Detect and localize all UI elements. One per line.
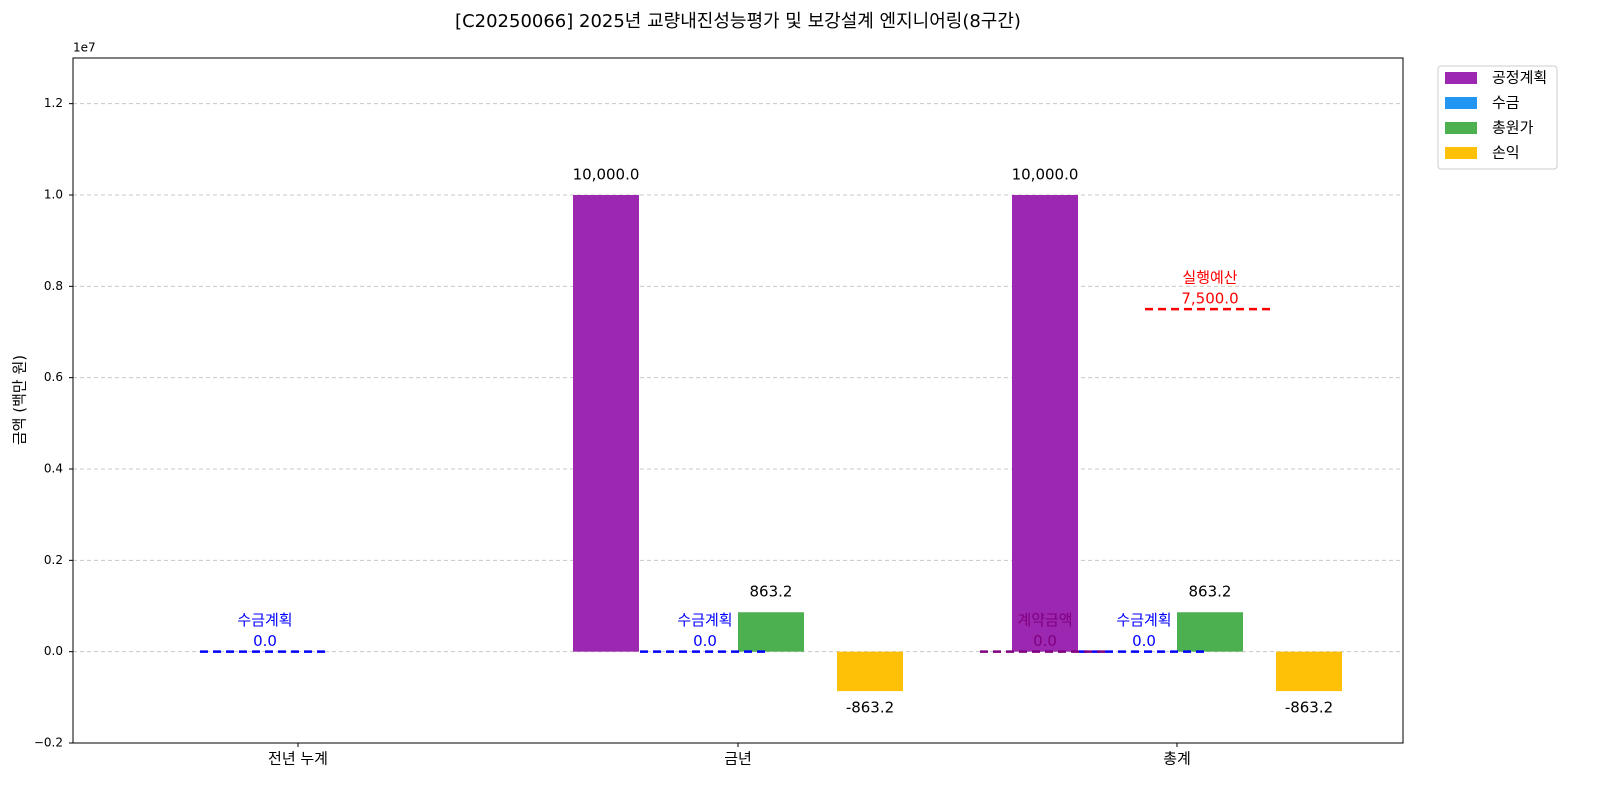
value-label: -863.2 xyxy=(846,699,894,717)
reference-name: 계약금액 xyxy=(1017,611,1072,629)
bar xyxy=(738,612,804,652)
legend-swatch xyxy=(1445,122,1477,134)
x-tick-label: 금년 xyxy=(724,750,752,768)
legend-swatch xyxy=(1445,97,1477,109)
value-label: -863.2 xyxy=(1285,699,1333,717)
bar xyxy=(837,651,903,692)
reference-name: 실행예산 xyxy=(1182,269,1237,287)
value-label: 10,000.0 xyxy=(573,166,640,184)
legend-label: 손익 xyxy=(1492,144,1520,162)
y-tick-label: 1.2 xyxy=(44,96,63,110)
reference-name: 수금계획 xyxy=(237,611,292,629)
y-tick-label: 1.0 xyxy=(44,188,63,202)
reference-name: 수금계획 xyxy=(1116,611,1171,629)
bar xyxy=(573,195,639,652)
y-tick-label: 0.2 xyxy=(44,553,63,567)
bar xyxy=(1276,651,1342,692)
x-tick-label: 총계 xyxy=(1163,750,1191,768)
reference-value: 0.0 xyxy=(1132,632,1156,650)
reference-value: 0.0 xyxy=(253,632,277,650)
y-tick-label: 0.4 xyxy=(44,462,63,476)
plot-frame xyxy=(72,57,1404,744)
y-tick-label: −0.2 xyxy=(34,736,63,750)
reference-value: 7,500.0 xyxy=(1181,290,1238,308)
y-axis-label: 금액 (백만 원) xyxy=(11,355,29,445)
bar xyxy=(1177,612,1243,652)
legend-label: 공정계획 xyxy=(1492,69,1547,87)
reference-name: 수금계획 xyxy=(677,611,732,629)
legend-swatch xyxy=(1445,72,1477,84)
y-tick-label: 0.8 xyxy=(44,279,63,293)
chart-title: [C20250066] 2025년 교량내진성능평가 및 보강설계 엔지니어링(… xyxy=(455,11,1021,32)
value-label: 863.2 xyxy=(750,583,793,601)
legend-label: 총원가 xyxy=(1492,119,1534,137)
value-label: 863.2 xyxy=(1189,583,1232,601)
y-tick-label: 0.6 xyxy=(44,370,63,384)
legend-box xyxy=(1437,65,1558,170)
y-tick-label: 0.0 xyxy=(44,644,63,658)
y-offset-label: 1e7 xyxy=(73,41,96,55)
legend-swatch xyxy=(1445,147,1477,159)
value-label: 10,000.0 xyxy=(1012,166,1079,184)
legend-label: 수금 xyxy=(1492,94,1520,112)
x-tick-label: 전년 누계 xyxy=(268,750,328,768)
bar xyxy=(1012,195,1078,652)
reference-value: 0.0 xyxy=(1033,632,1057,650)
reference-value: 0.0 xyxy=(693,632,717,650)
